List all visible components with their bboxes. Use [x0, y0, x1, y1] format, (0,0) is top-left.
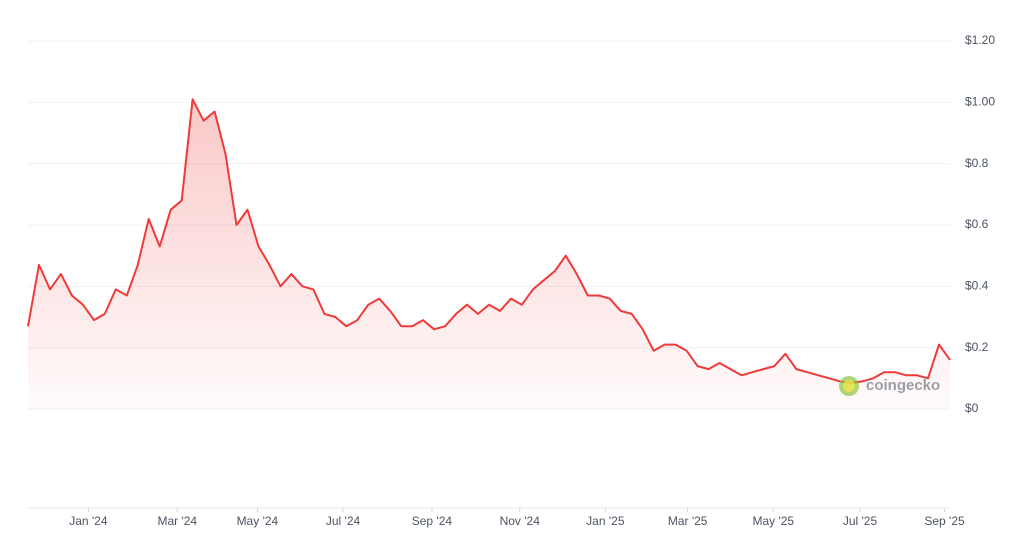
x-tick-label: Mar '24 — [157, 514, 197, 528]
logo-center — [843, 380, 855, 392]
y-tick-label: $0.2 — [965, 340, 989, 354]
x-tick-label: May '25 — [752, 514, 794, 528]
y-tick-label: $1.00 — [965, 95, 995, 109]
y-tick-label: $0.6 — [965, 217, 989, 231]
x-tick-label: Sep '24 — [412, 514, 453, 528]
y-tick-label: $0.8 — [965, 156, 989, 170]
y-tick-label: $0 — [965, 401, 979, 415]
x-tick-label: Jan '25 — [586, 514, 625, 528]
price-line — [27, 98, 951, 384]
x-tick-label: Jul '24 — [326, 514, 361, 528]
x-tick-label: Mar '25 — [668, 514, 708, 528]
x-tick-label: Nov '24 — [500, 514, 541, 528]
x-tick-label: Jul '25 — [843, 514, 878, 528]
watermark: coingecko — [866, 377, 940, 394]
y-tick-label: $1.20 — [965, 33, 995, 47]
y-tick-label: $0.4 — [965, 279, 989, 293]
x-tick-label: May '24 — [237, 514, 279, 528]
x-tick-label: Sep '25 — [924, 514, 965, 528]
x-tick-label: Jan '24 — [69, 514, 108, 528]
area — [28, 99, 950, 410]
